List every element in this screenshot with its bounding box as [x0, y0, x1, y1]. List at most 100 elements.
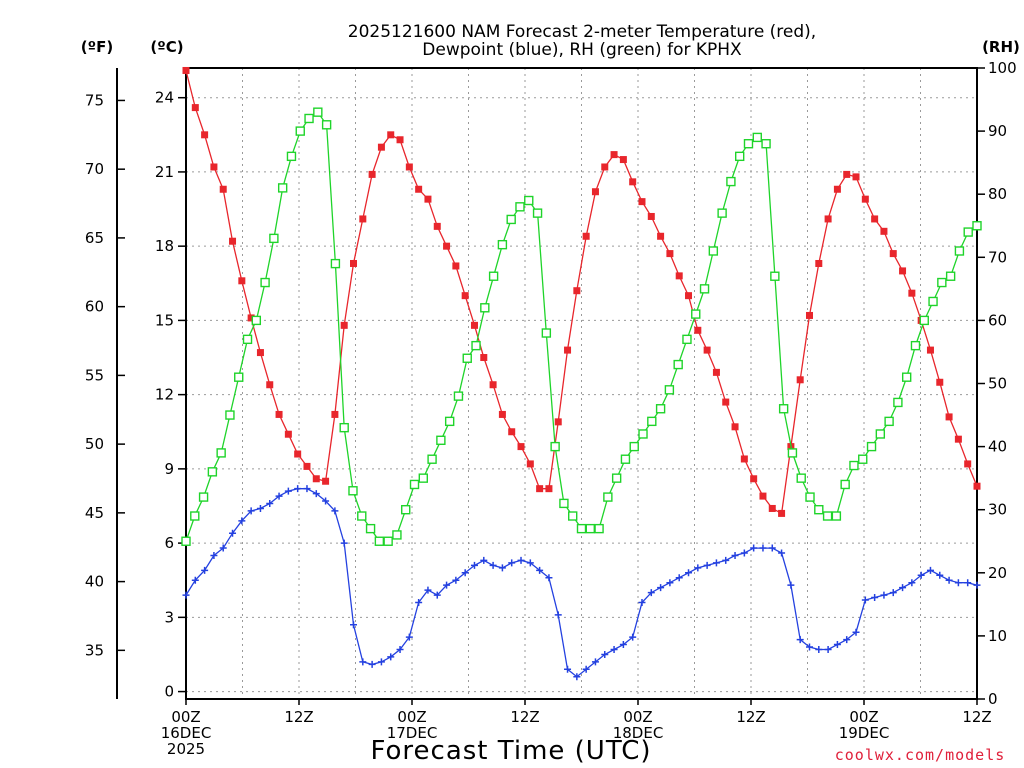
rh-point: [524, 195, 534, 206]
fahrenheit-tick-label: 50: [85, 435, 104, 453]
celsius-tick-label: 15: [155, 311, 174, 329]
rh-point: [541, 328, 552, 338]
dewpoint-point: [480, 556, 488, 564]
dewpoint-point: [377, 658, 385, 666]
fahrenheit-tick-label: 60: [85, 298, 104, 316]
rh-point: [778, 404, 789, 414]
dewpoint-point: [843, 636, 851, 644]
celsius-tick-label: 6: [164, 534, 174, 552]
temperature-point: [964, 460, 972, 468]
x-tick-label: 2025: [167, 740, 205, 758]
dewpoint-point: [182, 591, 190, 599]
rh-point: [550, 441, 560, 452]
dewpoint-point: [861, 596, 869, 604]
fahrenheit-tick-label: 65: [85, 229, 104, 247]
x-tick-label: 00Z: [849, 708, 878, 726]
rh-point: [242, 334, 253, 345]
fahrenheit-tick-label: 55: [85, 366, 104, 384]
dewpoint-point: [331, 507, 339, 515]
rh-point: [664, 385, 675, 395]
temperature-point: [489, 381, 497, 389]
rh-point: [392, 530, 402, 540]
x-tick-label: 12Z: [736, 708, 765, 726]
temperature-point: [666, 250, 674, 258]
dewpoint-point: [638, 598, 646, 606]
rh-point: [726, 176, 736, 187]
temperature-point: [312, 475, 320, 483]
rh-point: [576, 523, 587, 534]
dewpoint-point: [433, 591, 441, 599]
temperature-point: [480, 354, 488, 362]
rh-point: [901, 372, 912, 382]
x-axis-title: Forecast Time (UTC): [370, 736, 651, 766]
temperature-point: [266, 381, 274, 389]
temperature-point: [359, 215, 367, 223]
temperature-point: [610, 151, 618, 159]
temperature-point: [926, 346, 934, 354]
rh-point: [568, 511, 578, 521]
temperature-point: [182, 66, 190, 74]
temperature-point: [350, 259, 358, 267]
temperature-point: [433, 222, 441, 230]
celsius-tick-label: 9: [164, 460, 174, 478]
dewpoint-point: [917, 571, 925, 579]
dewpoint-point: [294, 485, 302, 493]
rh-unit-label: (RH): [982, 38, 1020, 56]
series-rh: [181, 107, 982, 546]
temperature-point: [275, 410, 283, 418]
dewpoint-point: [973, 581, 981, 589]
rh-point: [708, 246, 719, 256]
temperature-point: [443, 242, 451, 250]
temperature-point: [843, 170, 851, 178]
temperature-point: [294, 450, 302, 458]
temperature-point: [582, 232, 590, 240]
rh-point: [559, 498, 569, 509]
temperature-point: [303, 462, 311, 470]
dewpoint-point: [201, 566, 209, 574]
rh-point: [910, 340, 921, 351]
rh-point: [858, 454, 868, 464]
celsius-tick-label: 24: [155, 89, 174, 107]
rh-point: [629, 441, 639, 452]
rh-tick-label: 100: [988, 59, 1017, 77]
dewpoint-point: [284, 487, 292, 495]
rh-point: [427, 454, 437, 464]
chart-title: 2025121600 NAM Forecast 2-meter Temperat…: [348, 22, 816, 60]
temperature-point: [899, 267, 907, 275]
dewpoint-point: [629, 633, 637, 641]
temperature-point: [815, 259, 823, 267]
fahrenheit-tick-label: 35: [85, 641, 104, 659]
rh-tick-label: 40: [988, 438, 1007, 456]
dewpoint-point: [340, 539, 348, 547]
temperature-point: [517, 443, 525, 451]
dewpoint-point: [703, 561, 711, 569]
rh-point: [840, 479, 850, 490]
dewpoint-point: [954, 579, 962, 587]
rh-point: [796, 473, 806, 483]
temperature-point: [536, 485, 544, 493]
rh-point: [444, 416, 455, 427]
dewpoint-point: [610, 646, 618, 654]
temperature-point: [619, 156, 627, 164]
temperature-point: [908, 289, 916, 297]
temperature-point: [545, 485, 553, 493]
fahrenheit-tick-label: 70: [85, 160, 104, 178]
dewpoint-point: [368, 660, 376, 668]
rh-point: [884, 416, 894, 427]
dewpoint-point: [564, 665, 572, 673]
rh-point: [436, 435, 446, 445]
dewpoint-point: [238, 517, 246, 525]
temperature-point: [629, 178, 637, 186]
rh-point: [234, 372, 244, 382]
x-tick-label: 12Z: [962, 708, 991, 726]
rh-point: [506, 214, 516, 225]
dewpoint-point: [229, 529, 237, 537]
rh-point: [286, 151, 297, 162]
temperature-point: [331, 410, 339, 418]
temperature-point: [731, 423, 739, 431]
dewpoint-point: [694, 564, 702, 572]
temperature-point: [256, 349, 264, 357]
rh-point: [594, 523, 604, 534]
temperature-point: [954, 435, 962, 443]
